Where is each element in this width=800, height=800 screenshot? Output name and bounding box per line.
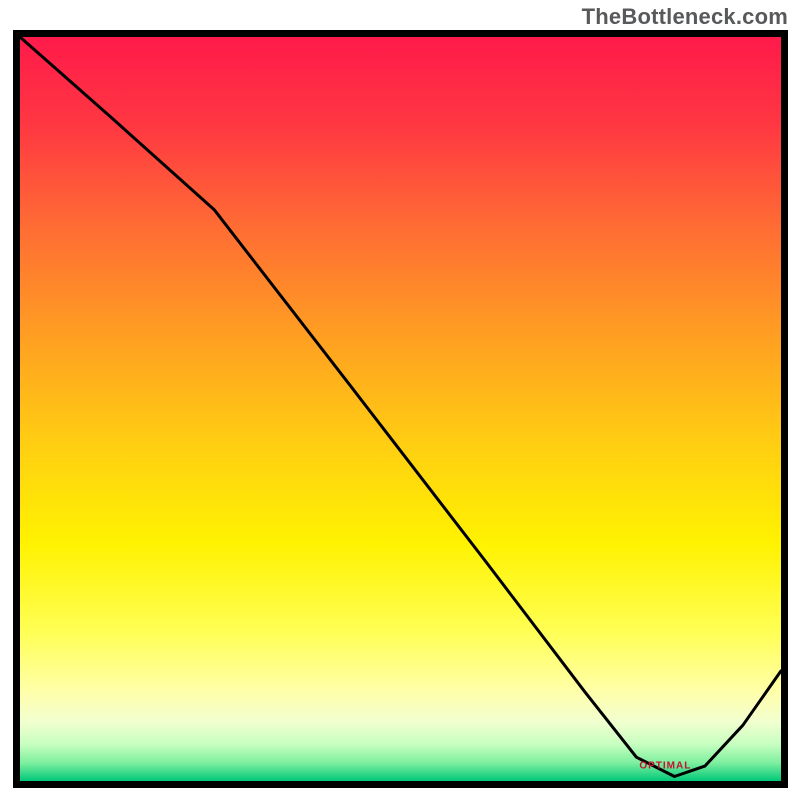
bottleneck-curve: [20, 37, 781, 777]
plot-area: OPTIMAL: [20, 37, 781, 781]
chart-canvas: TheBottleneck.com OPTIMAL: [0, 0, 800, 800]
curve-layer: [20, 37, 781, 781]
optimal-marker: OPTIMAL: [639, 761, 691, 772]
plot-frame: OPTIMAL: [13, 30, 788, 788]
watermark-text: TheBottleneck.com: [582, 4, 788, 30]
